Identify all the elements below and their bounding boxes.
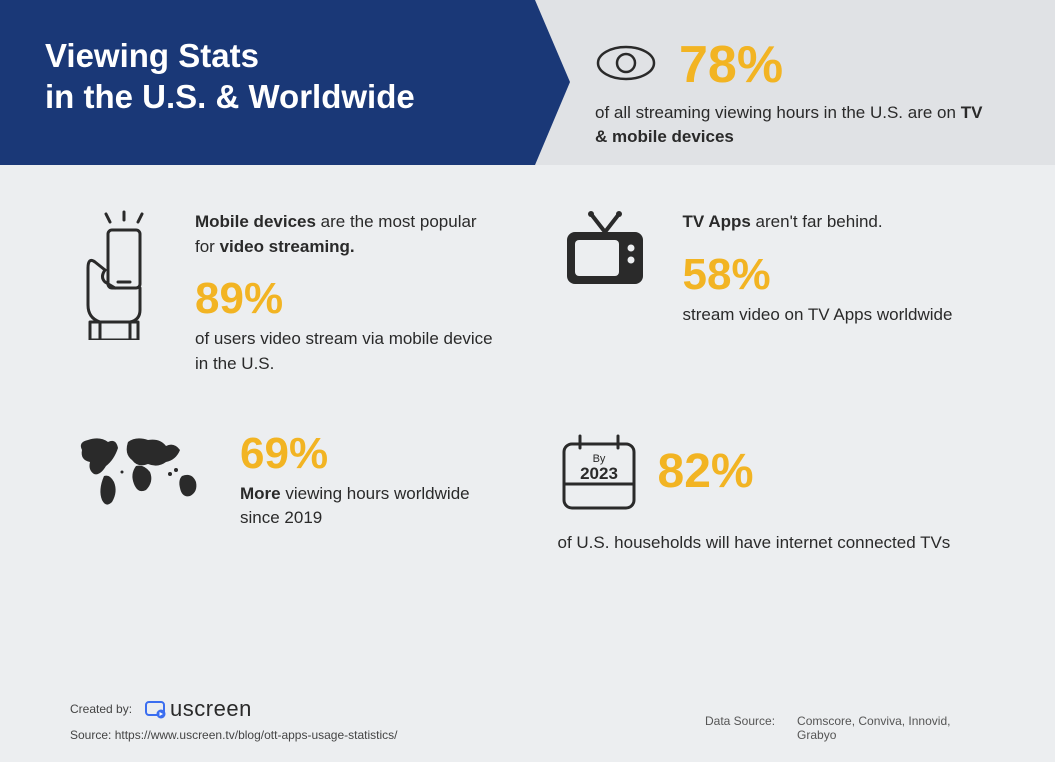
tvapps-lead-rest: aren't far behind. (751, 212, 883, 231)
source-label: Source: (70, 728, 111, 742)
data-source-label: Data Source: (705, 714, 775, 742)
header: Viewing Stats in the U.S. & Worldwide 78… (0, 0, 1055, 165)
stat-households-sub: of U.S. households will have internet co… (558, 531, 951, 556)
stat-world-percent: 69% (240, 432, 498, 476)
mobile-lead-bold1: Mobile devices (195, 212, 316, 231)
brand-name: uscreen (170, 696, 252, 722)
world-sub-bold: More (240, 484, 281, 503)
header-left-panel: Viewing Stats in the U.S. & Worldwide (0, 0, 535, 165)
source-url: https://www.uscreen.tv/blog/ott-apps-usa… (115, 728, 398, 742)
stat-mobile-text: Mobile devices are the most popular for … (195, 210, 498, 377)
stat-mobile-sub: of users video stream via mobile device … (195, 327, 498, 376)
stat-world: 69% More viewing hours worldwide since 2… (70, 432, 498, 556)
header-caption: of all streaming viewing hours in the U.… (595, 101, 995, 149)
households-top-row: By 2023 82% (558, 432, 754, 519)
data-source-value: Comscore, Conviva, Innovid, Grabyo (797, 714, 985, 742)
header-percent: 78% (679, 35, 783, 95)
stat-tvapps-sub: stream video on TV Apps worldwide (683, 303, 986, 328)
stat-mobile-percent: 89% (195, 277, 498, 321)
title-line-1: Viewing Stats (45, 37, 259, 74)
stat-mobile-lead: Mobile devices are the most popular for … (195, 210, 498, 259)
page-title: Viewing Stats in the U.S. & Worldwide (45, 35, 485, 118)
stat-households-percent: 82% (658, 448, 754, 496)
source-row: Source: https://www.uscreen.tv/blog/ott-… (70, 728, 398, 742)
phone-in-hand-icon (70, 210, 165, 340)
footer: Created by: uscreen Source: https://www.… (70, 696, 985, 742)
uscreen-logo: uscreen (144, 696, 252, 722)
footer-left: Created by: uscreen Source: https://www.… (70, 696, 398, 742)
stat-tvapps: TV Apps aren't far behind. 58% stream vi… (558, 210, 986, 377)
header-right-panel: 78% of all streaming viewing hours in th… (535, 0, 1055, 165)
stat-world-text: 69% More viewing hours worldwide since 2… (240, 432, 498, 531)
created-by-row: Created by: uscreen (70, 696, 398, 722)
calendar-icon: By 2023 (558, 432, 640, 519)
calendar-year-text: 2023 (580, 464, 618, 483)
world-map-icon (70, 432, 210, 512)
header-caption-pre: of all streaming viewing hours in the U.… (595, 103, 961, 122)
stat-tvapps-percent: 58% (683, 253, 986, 297)
title-line-2: in the U.S. & Worldwide (45, 78, 415, 115)
eye-icon (595, 43, 657, 88)
created-by-label: Created by: (70, 702, 132, 716)
stat-tvapps-lead: TV Apps aren't far behind. (683, 210, 986, 235)
footer-right: Data Source: Comscore, Conviva, Innovid,… (705, 714, 985, 742)
tv-icon (558, 210, 653, 290)
stat-households: By 2023 82% of U.S. households will have… (558, 432, 986, 556)
stats-grid: Mobile devices are the most popular for … (0, 165, 1055, 565)
stat-tvapps-text: TV Apps aren't far behind. 58% stream vi… (683, 210, 986, 327)
tvapps-lead-bold: TV Apps (683, 212, 751, 231)
header-stat-row: 78% (595, 35, 995, 95)
mobile-lead-bold2: video streaming. (220, 237, 355, 256)
stat-mobile: Mobile devices are the most popular for … (70, 210, 498, 377)
stat-world-sub: More viewing hours worldwide since 2019 (240, 482, 498, 531)
